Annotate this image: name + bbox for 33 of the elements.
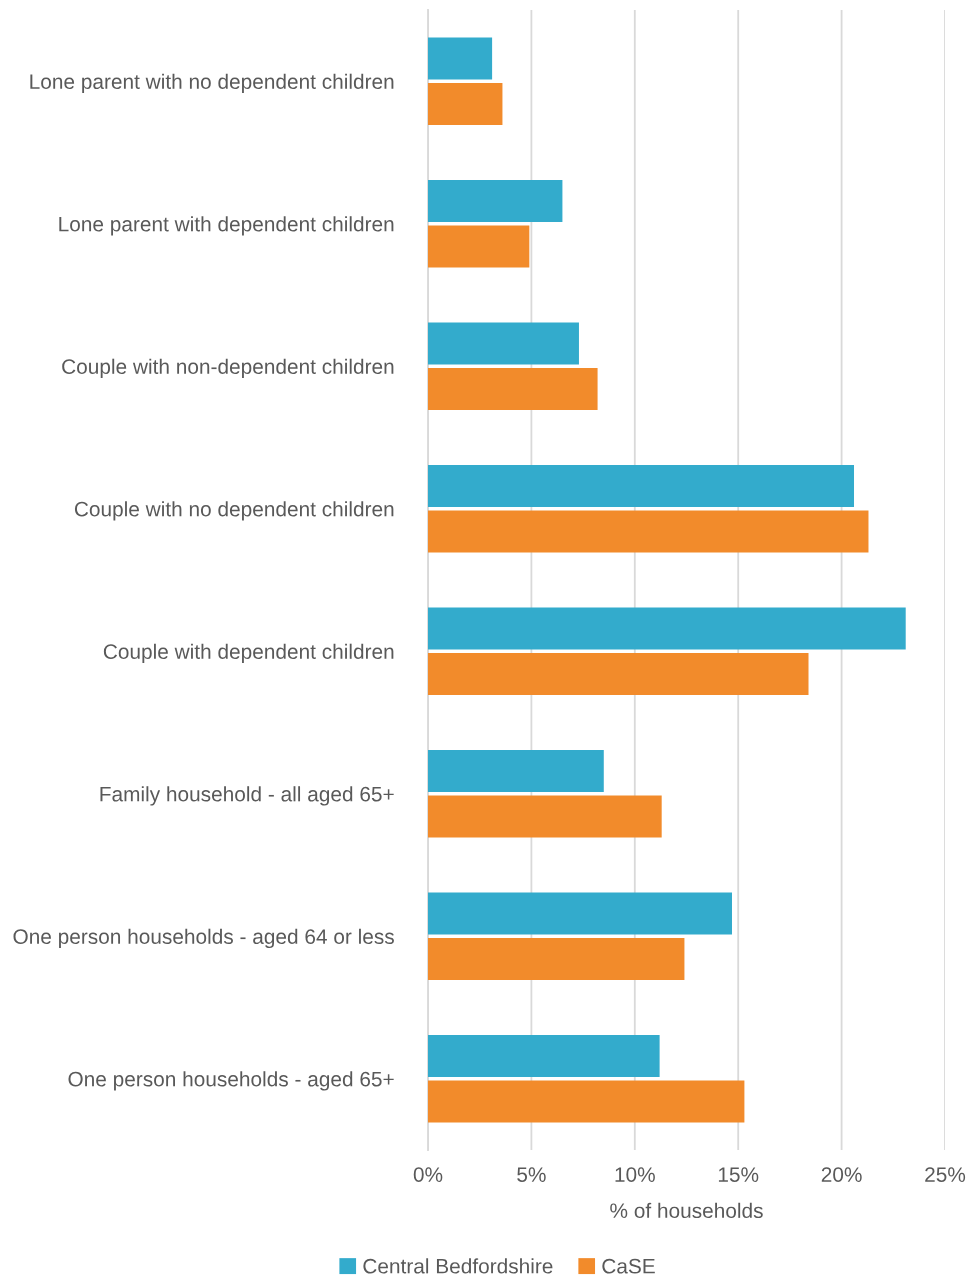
bar: [428, 653, 809, 696]
x-tick-label: 0%: [413, 1167, 443, 1182]
bar: [428, 892, 732, 935]
y-tick-label: One person households - aged 64 or less: [13, 928, 394, 949]
x-tick-label: 10%: [615, 1167, 655, 1182]
legend-label: CaSE: [602, 1258, 655, 1274]
bar: [428, 749, 604, 792]
y-tick-label: Couple with dependent children: [103, 643, 394, 664]
y-tick-label: One person households - aged 65+: [68, 1071, 394, 1091]
bar: [428, 225, 530, 268]
bar: [428, 1080, 745, 1123]
legend-label: Central Bedfordshire: [363, 1258, 553, 1274]
bar: [428, 83, 503, 126]
bar: [428, 368, 598, 411]
bar: [428, 795, 662, 838]
bar: [428, 1034, 660, 1077]
y-tick-label: Lone parent with no dependent children: [30, 73, 394, 94]
y-tick-label: Family household - all aged 65+: [100, 786, 394, 806]
bar: [428, 607, 906, 650]
y-tick-label: Couple with no dependent children: [74, 501, 394, 521]
y-tick-label: Couple with non-dependent children: [62, 358, 394, 379]
bar: [428, 179, 563, 222]
bar: [428, 510, 869, 553]
y-tick-label: Lone parent with dependent children: [59, 216, 394, 236]
bar: [428, 464, 855, 507]
x-axis-title: % of households: [610, 1202, 763, 1219]
x-tick-label: 5%: [517, 1167, 546, 1182]
bar: [428, 938, 685, 981]
x-tick-label: 15%: [718, 1167, 759, 1182]
x-tick-label: 20%: [821, 1167, 862, 1182]
x-tick-label: 25%: [925, 1167, 966, 1182]
bar: [428, 322, 579, 365]
bar: [428, 37, 493, 80]
